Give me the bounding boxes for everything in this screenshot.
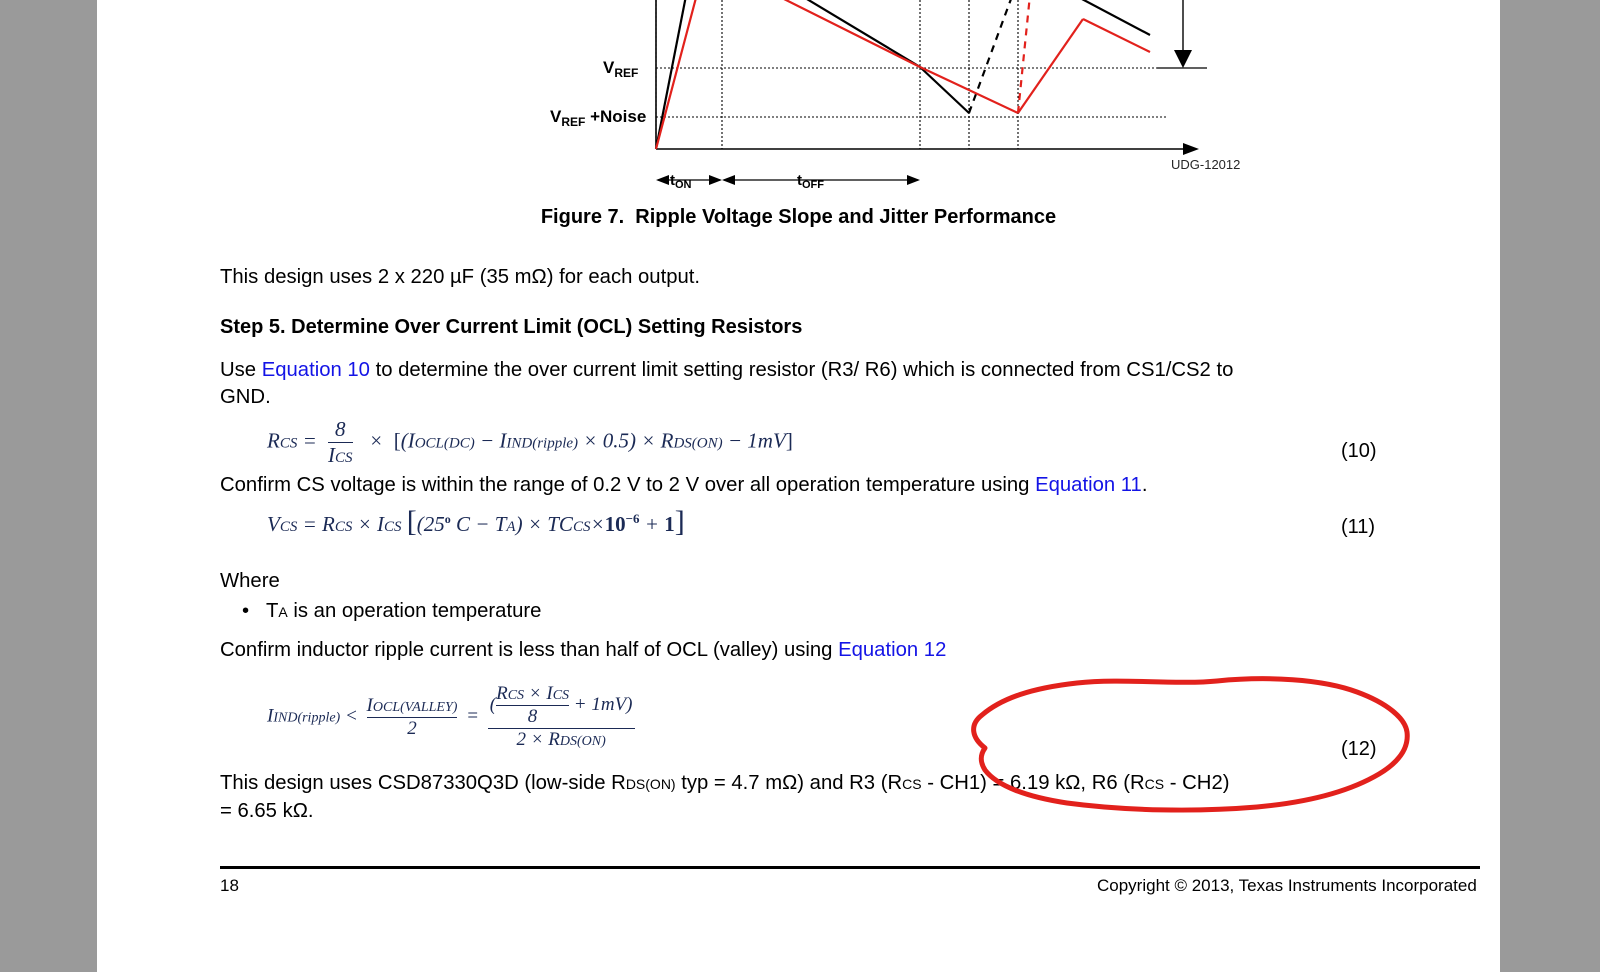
svg-text:VREF +Noise: VREF +Noise bbox=[550, 107, 646, 129]
svg-text:tOFF: tOFF bbox=[797, 172, 824, 191]
svg-text:tON: tON bbox=[670, 172, 692, 191]
svg-text:UDG-12012: UDG-12012 bbox=[1171, 157, 1240, 172]
svg-text:VREF: VREF bbox=[603, 58, 638, 80]
